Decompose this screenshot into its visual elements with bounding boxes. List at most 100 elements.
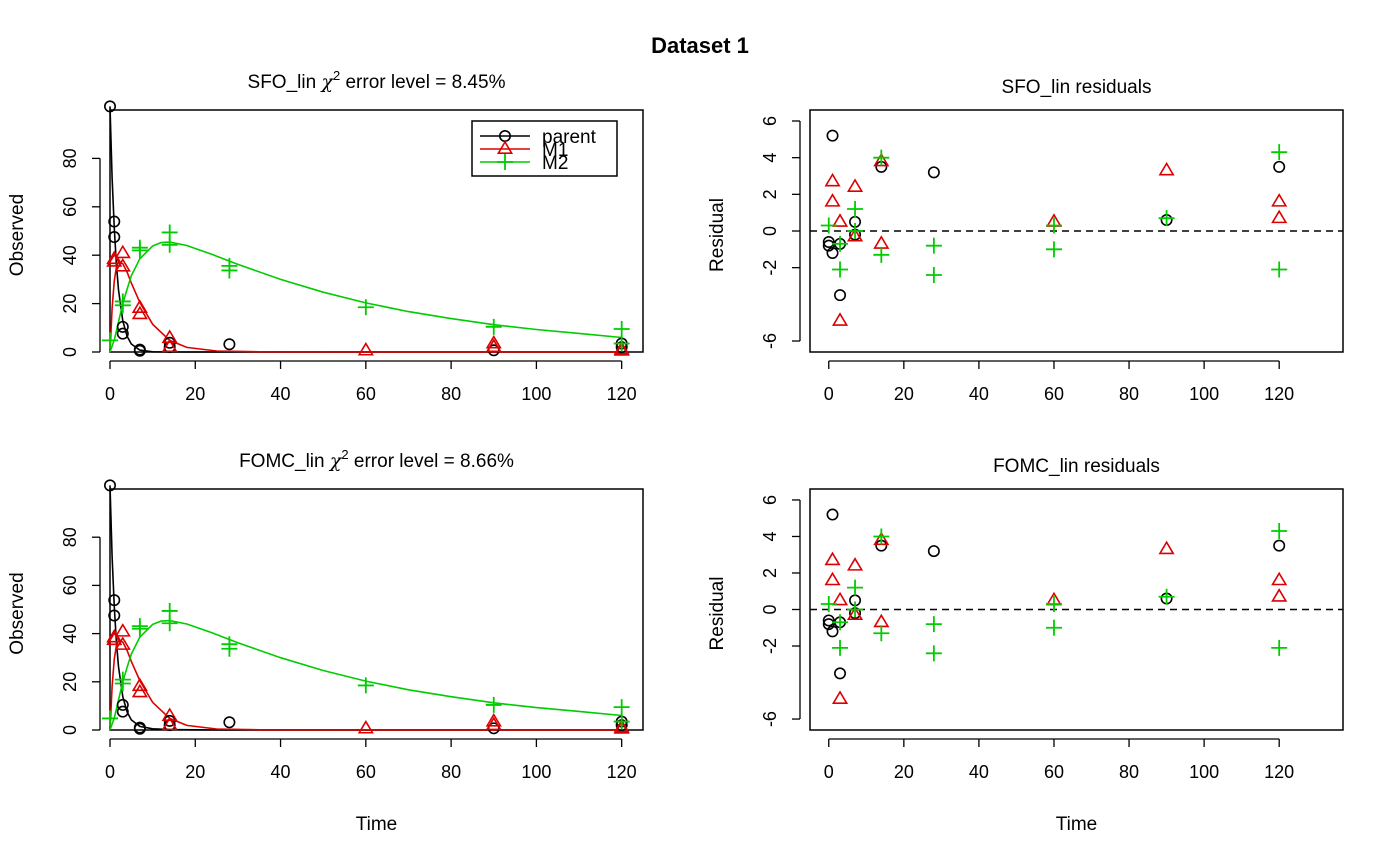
point-m2 <box>832 614 849 631</box>
x-tick-label: 40 <box>969 762 989 782</box>
figure-title: Dataset 1 <box>651 33 749 58</box>
legend-label-m2: M2 <box>542 153 568 174</box>
point-parent <box>822 614 835 627</box>
x-tick-label: 60 <box>1044 762 1064 782</box>
panel-2: SFO_lin residuals 0 20 40 60 80 100 120 -6 -2 0 2 4 6… <box>707 77 1344 404</box>
point-m1 <box>1271 588 1288 602</box>
point-m2 <box>832 235 849 252</box>
curve-m2 <box>109 241 622 353</box>
point-m1 <box>846 557 864 571</box>
point-parent <box>116 327 129 340</box>
point-m1 <box>114 258 131 272</box>
y-axis-label: Observed <box>7 572 28 654</box>
x-tick-label: 100 <box>521 384 551 404</box>
x-tick-label: 20 <box>894 384 914 404</box>
point-parent <box>927 545 940 558</box>
point-m1 <box>485 338 502 353</box>
y-axis-label: Observed <box>7 194 28 276</box>
point-parent <box>133 722 146 735</box>
point-m1 <box>824 571 841 586</box>
point-m2 <box>613 699 630 716</box>
point-m1 <box>831 213 849 227</box>
point-m1 <box>106 253 123 267</box>
point-m2 <box>1158 588 1175 605</box>
x-tick-label: 40 <box>271 762 291 782</box>
x-tick-label: 120 <box>607 384 637 404</box>
x-axis-label: Time <box>1056 814 1098 835</box>
x-tick-label: 60 <box>356 384 376 404</box>
point-m1 <box>1271 209 1288 224</box>
x-tick-label: 120 <box>1264 384 1294 404</box>
point-m1 <box>613 342 630 356</box>
point-m2 <box>485 696 502 713</box>
x-tick-label: 100 <box>521 762 551 782</box>
point-parent <box>826 508 839 521</box>
panel-3: FOMC_lin χ2 error level = 8.66% 0 20 40 60 80… <box>7 447 644 835</box>
point-m2 <box>820 217 837 234</box>
point-m2 <box>102 332 118 349</box>
point-m1 <box>131 305 148 320</box>
point-m1 <box>824 172 841 187</box>
x-tick-label: 100 <box>1189 384 1219 404</box>
point-m1 <box>1158 161 1175 176</box>
y-tick-label: -2 <box>760 638 780 654</box>
point-m1 <box>114 636 131 650</box>
point-m1 <box>357 719 374 734</box>
curve-m1 <box>109 260 622 353</box>
point-m1 <box>824 551 841 566</box>
point-m2 <box>102 710 118 727</box>
x-tick-label: 20 <box>185 762 205 782</box>
y-tick-label: 4 <box>760 531 780 541</box>
point-m2 <box>832 261 849 278</box>
panel-title: SFO_lin residuals <box>1002 77 1152 98</box>
y-tick-label: 40 <box>60 245 80 265</box>
point-m1 <box>1271 193 1288 207</box>
panel-title: FOMC_lin χ2 error level = 8.66% <box>239 447 514 472</box>
point-parent <box>116 698 129 711</box>
y-tick-label: 2 <box>760 568 780 578</box>
point-parent <box>822 618 835 631</box>
point-m2 <box>847 201 864 217</box>
point-m1 <box>114 244 131 259</box>
x-tick-label: 80 <box>1119 762 1139 782</box>
x-tick-label: 80 <box>1119 384 1139 404</box>
point-m2 <box>357 677 374 694</box>
point-m2 <box>1271 639 1288 656</box>
point-m2 <box>873 625 890 642</box>
panel-title: SFO_lin χ2 error level = 8.45% <box>248 68 506 93</box>
point-m2 <box>161 615 178 632</box>
point-parent <box>1273 160 1286 173</box>
x-tick-label: 120 <box>1264 762 1294 782</box>
legend-label-m1: M1 <box>542 140 568 161</box>
x-tick-label: 60 <box>1044 384 1064 404</box>
point-m2 <box>485 318 502 335</box>
point-m2 <box>114 675 131 692</box>
point-parent <box>834 289 847 302</box>
point-m2 <box>1158 210 1175 227</box>
point-m2 <box>873 528 890 545</box>
x-tick-label: 40 <box>969 384 989 404</box>
point-parent <box>108 231 121 244</box>
point-m1 <box>1158 540 1175 555</box>
point-parent <box>822 239 835 252</box>
point-m2 <box>925 645 942 662</box>
point-m2 <box>925 267 942 283</box>
point-m1 <box>613 720 630 734</box>
point-parent <box>822 236 835 249</box>
y-tick-label: 20 <box>60 672 80 692</box>
x-tick-label: 80 <box>441 762 461 782</box>
y-tick-label: 60 <box>60 197 80 217</box>
y-tick-label: 0 <box>60 347 80 357</box>
point-m2 <box>114 297 131 314</box>
x-tick-label: 40 <box>271 384 291 404</box>
point-m1 <box>846 178 864 192</box>
point-m1 <box>161 338 178 353</box>
panel-1: SFO_lin χ2 error level = 8.45% 0 20 40 60 80 1… <box>7 68 644 404</box>
legend-marker-m2 <box>497 154 513 170</box>
point-parent <box>116 705 129 718</box>
y-tick-label: 2 <box>760 189 780 199</box>
point-m1 <box>131 683 148 698</box>
point-m2 <box>1045 596 1062 613</box>
curve-m1 <box>109 639 622 731</box>
